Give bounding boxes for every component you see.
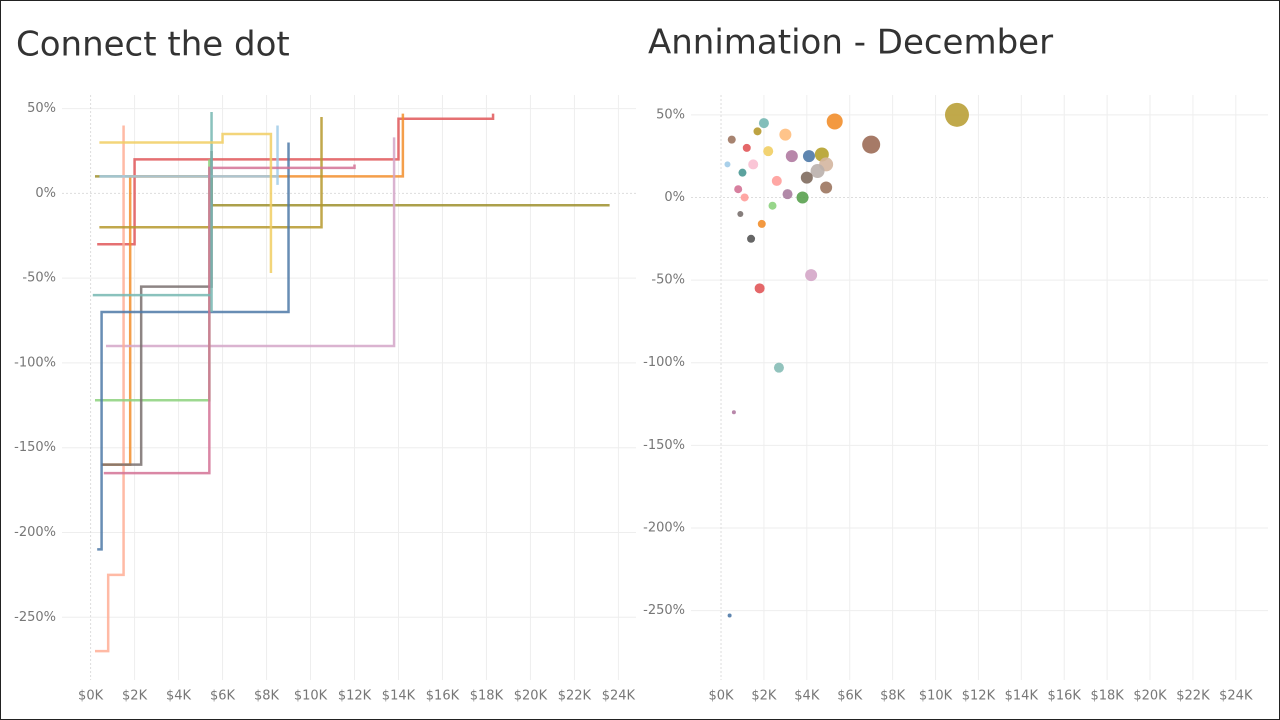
x-tick-label: $24K — [1219, 689, 1253, 704]
bubble — [740, 193, 749, 202]
y-tick-label: -150% — [14, 440, 56, 455]
bubble — [737, 210, 744, 217]
x-tick-label: $14K — [1005, 689, 1039, 704]
bubble — [727, 135, 736, 144]
y-tick-label: 0% — [35, 186, 56, 201]
step-line — [99, 117, 323, 229]
bubble — [810, 164, 825, 179]
y-tick-label: 0% — [664, 190, 685, 205]
x-tick-label: $18K — [1090, 689, 1124, 704]
step-line — [94, 159, 211, 402]
x-tick-label: $22K — [558, 689, 592, 704]
y-tick-label: -250% — [643, 603, 685, 618]
x-tick-label: $22K — [1176, 689, 1210, 704]
step-line — [101, 113, 405, 466]
step-line — [105, 137, 396, 348]
bubble — [731, 410, 736, 415]
bubble — [763, 146, 774, 157]
bubble — [820, 181, 833, 194]
step-line — [92, 111, 213, 313]
bubble — [782, 189, 793, 200]
bubble — [826, 113, 843, 130]
y-tick-label: -250% — [14, 610, 56, 625]
x-tick-label: $16K — [1048, 689, 1082, 704]
x-tick-label: $0K — [78, 689, 104, 704]
y-tick-label: -100% — [643, 355, 685, 370]
y-tick-label: 50% — [656, 107, 685, 122]
y-tick-label: 50% — [27, 101, 56, 116]
x-tick-label: $2K — [751, 689, 777, 704]
bubble — [753, 127, 762, 136]
x-tick-label: $8K — [880, 689, 906, 704]
x-tick-label: $20K — [514, 689, 548, 704]
step-line — [101, 150, 213, 466]
x-tick-label: $12K — [338, 689, 372, 704]
bubble — [727, 613, 732, 618]
x-tick-label: $6K — [837, 689, 863, 704]
bubble — [748, 159, 759, 170]
bubble — [800, 171, 813, 184]
bubble — [785, 150, 798, 163]
y-tick-label: -50% — [651, 273, 685, 288]
bubble — [754, 283, 765, 294]
bubble — [758, 118, 769, 129]
x-tick-label: $2K — [122, 689, 148, 704]
chart-title: Annimation - December — [648, 23, 1053, 63]
x-tick-label: $12K — [962, 689, 996, 704]
x-tick-label: $14K — [382, 689, 416, 704]
x-tick-label: $4K — [166, 689, 192, 704]
bubble — [944, 102, 969, 127]
y-tick-label: -50% — [22, 271, 56, 286]
step-line — [99, 132, 273, 274]
y-tick-label: -150% — [643, 438, 685, 453]
bubble — [771, 175, 782, 186]
x-tick-label: $10K — [294, 689, 328, 704]
step-line — [97, 142, 290, 551]
chart-title: Connect the dot — [16, 25, 290, 65]
step-line — [94, 175, 610, 207]
x-tick-label: $10K — [919, 689, 953, 704]
x-tick-label: $20K — [1133, 689, 1167, 704]
bubble — [738, 168, 747, 177]
x-tick-label: $4K — [794, 689, 820, 704]
bubble — [805, 269, 818, 282]
bubble — [773, 362, 784, 373]
bubble — [747, 234, 756, 243]
step-line — [94, 125, 125, 653]
bubble — [724, 161, 731, 168]
bubble — [862, 135, 881, 154]
y-tick-label: -200% — [14, 525, 56, 540]
step-line — [99, 125, 279, 185]
bubble — [757, 219, 766, 228]
bubble — [779, 128, 792, 141]
x-tick-label: $16K — [426, 689, 460, 704]
step-line — [97, 113, 495, 246]
y-tick-label: -200% — [643, 520, 685, 535]
bubble — [802, 150, 815, 163]
x-tick-label: $6K — [210, 689, 236, 704]
x-tick-label: $18K — [470, 689, 504, 704]
x-tick-label: $8K — [254, 689, 280, 704]
bubble — [796, 191, 809, 204]
y-tick-label: -100% — [14, 355, 56, 370]
bubble — [742, 143, 751, 152]
step-line — [103, 164, 356, 475]
bubble — [768, 201, 777, 210]
bubble — [734, 185, 743, 194]
x-tick-label: $24K — [602, 689, 636, 704]
x-tick-label: $0K — [708, 689, 734, 704]
